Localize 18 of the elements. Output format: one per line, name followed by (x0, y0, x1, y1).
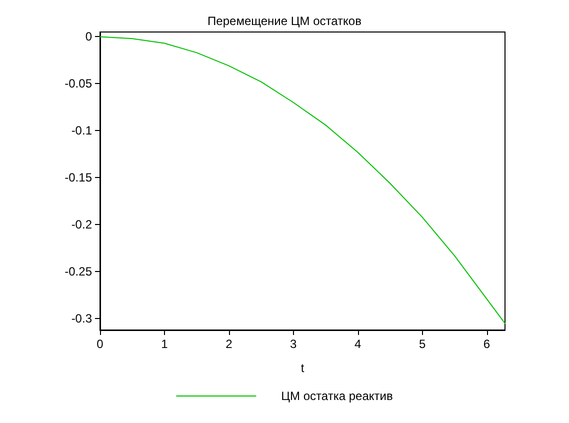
x-tick-label: 1 (161, 337, 168, 351)
line-series (100, 36, 506, 324)
y-tick-label: -0.15 (64, 170, 92, 185)
chart-title: Перемещение ЦМ остатков (208, 14, 362, 28)
y-tick-label: -0.3 (71, 312, 92, 326)
y-tick-label: -0.25 (64, 264, 92, 279)
y-tick-label: 0 (85, 30, 92, 44)
x-tick-label: 6 (483, 337, 490, 351)
x-tick-label: 4 (354, 337, 362, 351)
text: ЦМ остатка реактив (281, 389, 393, 403)
x-tick-label: 0 (96, 337, 104, 351)
y-tick-label: -0.2 (71, 218, 92, 232)
x-tick-label: 5 (418, 337, 426, 351)
x-tick-label: 3 (290, 337, 298, 351)
y-tick-label: -0.05 (64, 76, 92, 91)
x-tick-label: 2 (226, 337, 233, 351)
x-axis-title: t (300, 361, 305, 375)
y-tick-label: -0.1 (71, 124, 92, 138)
